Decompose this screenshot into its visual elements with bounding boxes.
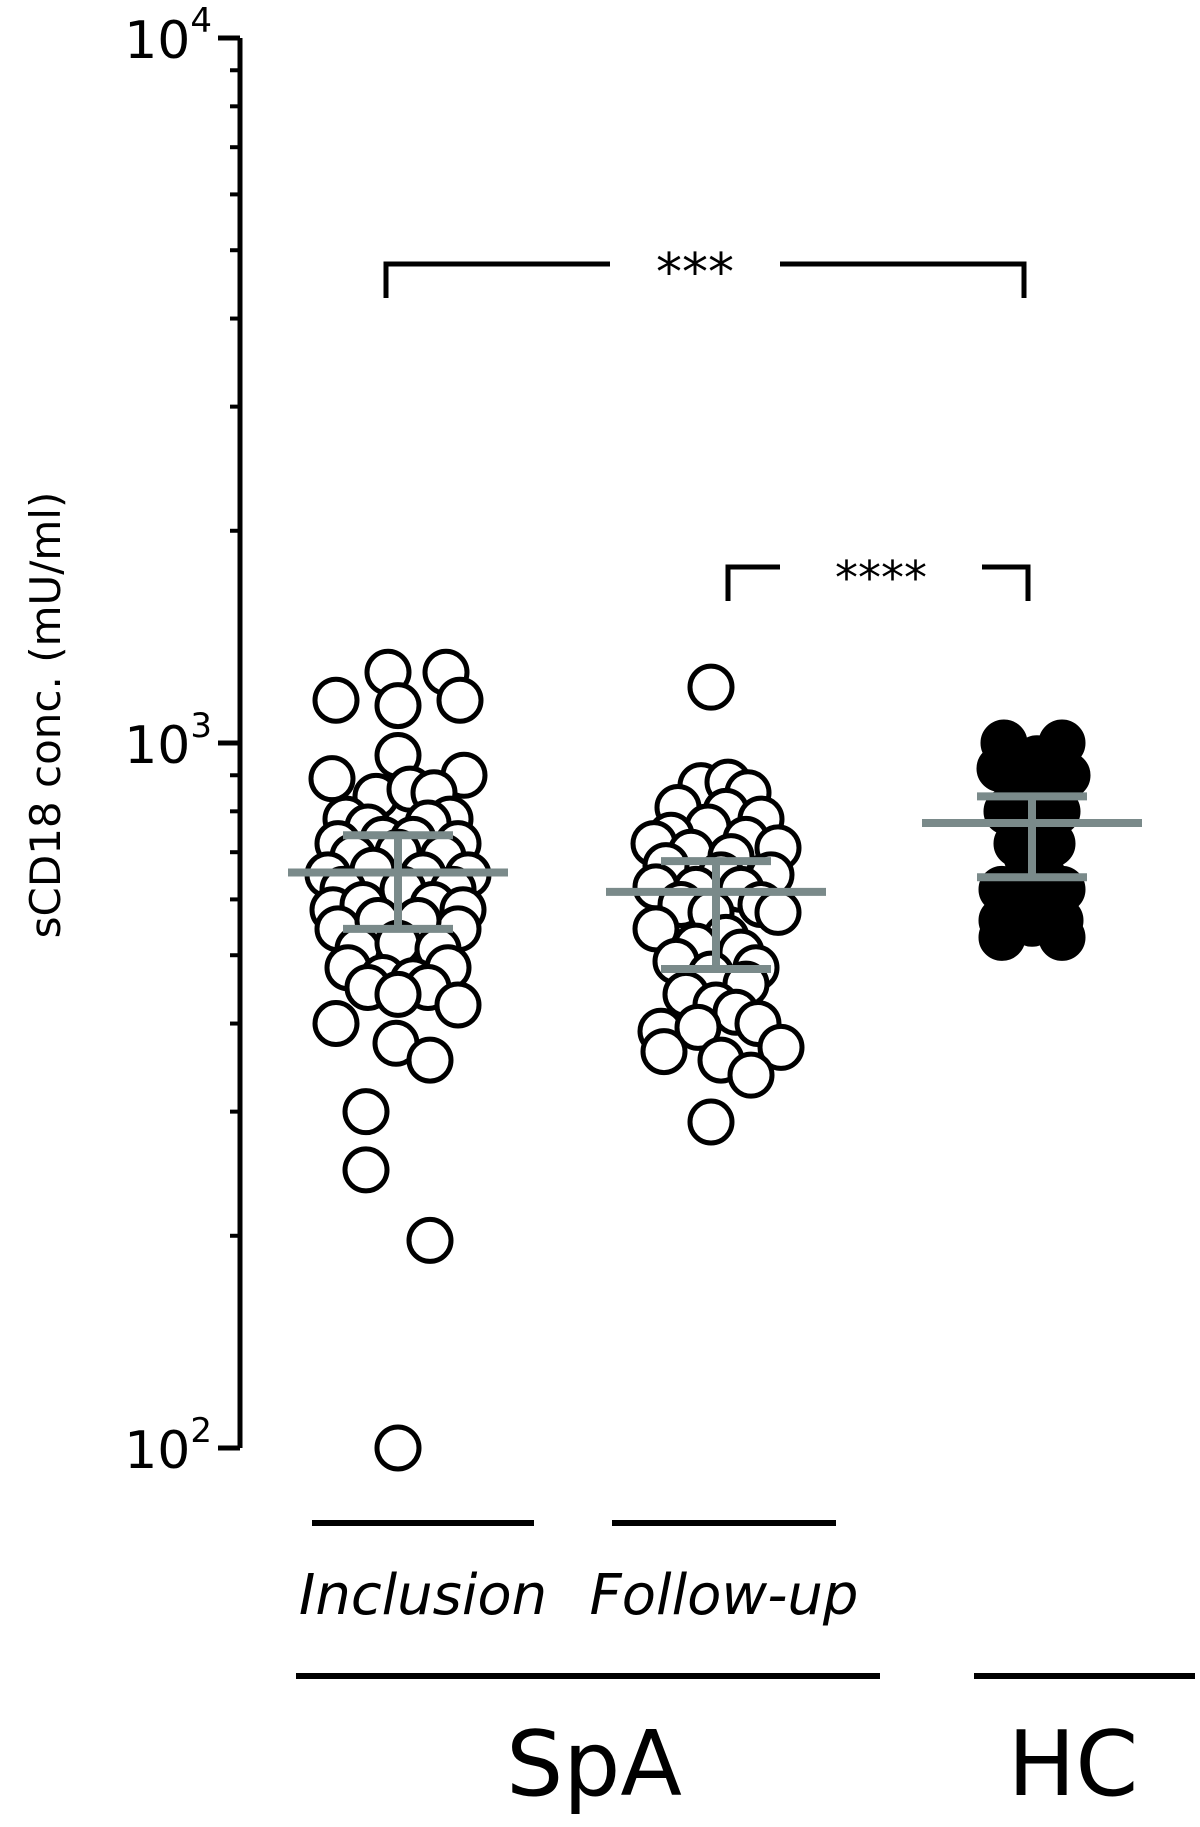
data-point bbox=[640, 1028, 688, 1076]
y-tick-label: 104 bbox=[124, 1, 212, 71]
significance-bracket bbox=[725, 564, 1031, 601]
data-point bbox=[727, 1051, 775, 1099]
data-point bbox=[434, 981, 482, 1029]
data-point bbox=[308, 755, 356, 803]
error-bars bbox=[288, 792, 1142, 974]
data-point bbox=[687, 1098, 735, 1146]
data-point bbox=[406, 1216, 454, 1264]
data-point bbox=[312, 1000, 360, 1048]
data-point bbox=[754, 888, 802, 936]
y-axis-label: sCD18 conc. (mU/ml) bbox=[21, 492, 70, 939]
data-point bbox=[312, 676, 360, 724]
significance-bracket bbox=[383, 261, 1027, 298]
data-point bbox=[374, 970, 422, 1018]
data-point bbox=[374, 1424, 422, 1472]
data-point bbox=[342, 1146, 390, 1194]
data-points bbox=[304, 648, 1091, 1472]
group-label: SpA bbox=[506, 1712, 682, 1817]
y-axis: 102 103 104 bbox=[124, 1, 243, 1481]
category-label: Follow-up bbox=[590, 1563, 859, 1628]
significance-label: **** bbox=[835, 551, 927, 605]
category-label: Inclusion bbox=[299, 1563, 547, 1628]
significance-brackets: ******* bbox=[383, 243, 1031, 605]
data-point bbox=[436, 676, 484, 724]
y-tick-label: 103 bbox=[124, 706, 212, 776]
group-label: HC bbox=[1008, 1712, 1139, 1817]
significance-label: *** bbox=[656, 243, 734, 303]
data-point bbox=[406, 1036, 454, 1084]
data-point bbox=[1038, 913, 1086, 961]
data-point bbox=[342, 1088, 390, 1136]
data-point bbox=[757, 1023, 805, 1071]
data-point bbox=[978, 913, 1026, 961]
data-point bbox=[374, 682, 422, 730]
data-point bbox=[674, 1003, 722, 1051]
y-tick-label: 102 bbox=[124, 1411, 212, 1481]
data-point bbox=[687, 663, 735, 711]
x-axis-groups: Inclusion Follow-up SpA HC bbox=[296, 1520, 1195, 1817]
